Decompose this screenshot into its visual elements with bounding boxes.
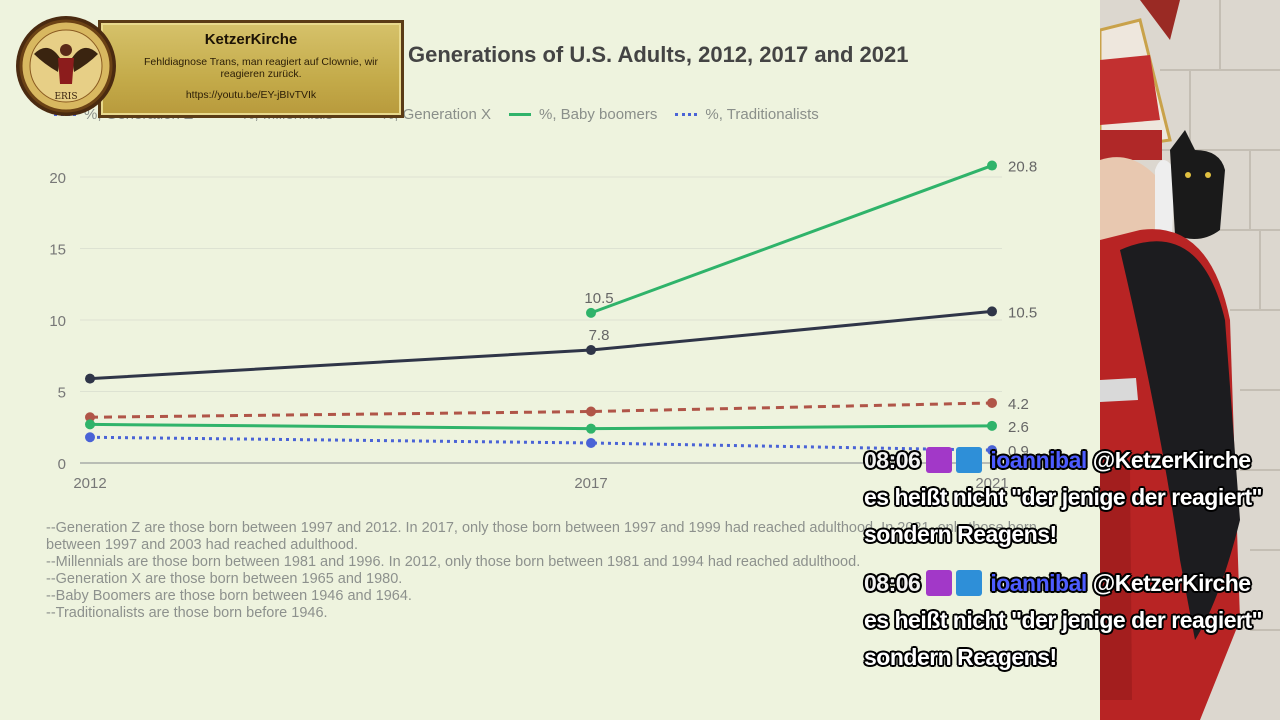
data-label: 2.6	[1008, 419, 1029, 436]
data-label: 10.5	[1008, 304, 1037, 321]
data-point	[586, 437, 596, 448]
series-line	[89, 309, 993, 381]
line-chart: 0 5 10 15 20 2012 2017 2021 10.5 20.8 7.8 10.5 4.2 2.…	[49, 159, 1037, 492]
data-point	[987, 420, 997, 431]
vip-badge-icon	[926, 570, 953, 596]
y-tick-label: 0	[58, 456, 66, 473]
chart-title: Generations of U.S. Adults, 2012, 2017 a…	[408, 42, 909, 67]
series-line	[89, 422, 993, 431]
data-point	[586, 423, 596, 434]
subscriber-badge-icon	[956, 447, 983, 473]
legend-label: %, Generation X	[380, 106, 491, 123]
data-point	[987, 397, 997, 408]
series-line	[89, 401, 993, 419]
banner-link[interactable]: https://youtu.be/EY-jBIvTVIk	[185, 89, 317, 101]
channel-banner: KetzerKirche Fehldiagnose Trans, man rea…	[14, 14, 404, 118]
x-tick-label: 2012	[73, 475, 106, 492]
data-point	[586, 406, 596, 417]
data-point	[85, 412, 95, 423]
footnote-line: --Generation X are those born between 19…	[46, 571, 403, 587]
data-point	[987, 160, 997, 171]
data-point	[85, 432, 95, 443]
chat-text: @KetzerKirche es heißt nicht "der jenige…	[864, 570, 1263, 670]
legend-item: %, Traditionalists	[675, 106, 819, 123]
chart-panel: Generations of U.S. Adults, 2012, 2017 a…	[46, 42, 1066, 622]
banner-description: Fehldiagnose Trans, man reagiert auf Clo…	[143, 56, 379, 80]
data-point	[586, 345, 596, 356]
data-point	[586, 307, 596, 318]
legend-item: %, Baby boomers	[508, 106, 658, 123]
y-tick-label: 15	[49, 242, 66, 259]
character-overlay	[1100, 0, 1280, 720]
vip-badge-icon	[926, 447, 953, 473]
chat-timestamp: 08:06	[864, 570, 921, 596]
bishop-cat-illustration	[1100, 0, 1280, 720]
chat-timestamp: 08:06	[864, 447, 921, 473]
data-label: 7.8	[589, 327, 610, 344]
data-label: 4.2	[1008, 396, 1029, 413]
chat-message: 08:06 ioannibal @KetzerKirche es heißt nic…	[864, 442, 1280, 553]
data-point	[85, 419, 95, 430]
data-point	[85, 373, 95, 384]
footnote-line: --Millennials are those born between 198…	[46, 554, 861, 570]
chat-text: @KetzerKirche es heißt nicht "der jenige…	[864, 447, 1263, 547]
legend-label: %, Traditionalists	[705, 106, 819, 123]
y-tick-label: 20	[49, 170, 66, 187]
data-point	[987, 445, 997, 456]
data-label: 0.9	[1008, 443, 1029, 460]
legend-swatch	[675, 113, 698, 116]
y-tick-label: 5	[58, 385, 66, 402]
x-tick-label: 2021	[975, 475, 1008, 492]
x-tick-label: 2017	[574, 475, 607, 492]
chat-username[interactable]: ioannibal	[990, 447, 1087, 473]
legend-swatch	[508, 113, 531, 116]
data-label: 20.8	[1008, 159, 1037, 176]
footnote-line: --Generation Z are those born between 19…	[46, 520, 1037, 553]
y-tick-label: 10	[49, 313, 66, 330]
legend-label: %, Baby boomers	[538, 106, 658, 123]
subscriber-badge-icon	[956, 570, 983, 596]
series-line	[89, 435, 993, 452]
footnote-line: --Baby Boomers are those born between 19…	[46, 588, 412, 604]
footnote-line: --Traditionalists are those born before …	[46, 605, 328, 621]
data-label: 10.5	[584, 290, 613, 307]
chart-footnotes: --Generation Z are those born between 19…	[46, 520, 1066, 622]
banner-title: KetzerKirche	[204, 31, 298, 48]
eris-logo-icon: ERIS	[16, 16, 116, 116]
chat-message: 08:06 ioannibal @KetzerKirche es heißt nic…	[864, 565, 1280, 676]
chat-overlay: 08:06 ioannibal @KetzerKirche es heißt nic…	[864, 442, 1280, 688]
chat-username[interactable]: ioannibal	[990, 570, 1087, 596]
data-point	[987, 306, 997, 317]
banner-plate: KetzerKirche Fehldiagnose Trans, man rea…	[98, 20, 404, 118]
logo-text: ERIS	[54, 92, 77, 102]
series-line	[590, 164, 993, 315]
